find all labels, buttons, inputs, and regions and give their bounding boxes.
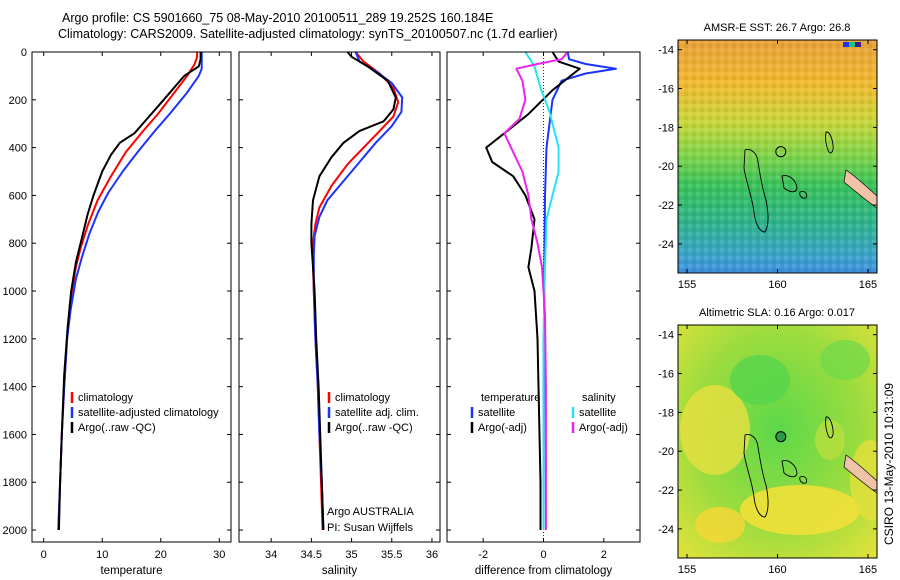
map-x-tick-label: 165 — [859, 279, 877, 291]
map-y-tick-label: -14 — [658, 45, 674, 57]
sst-map-title: AMSR-E SST: 26.7 Argo: 26.8 — [704, 22, 851, 34]
map-y-tick-label: -24 — [658, 524, 674, 536]
x-tick-label: 36 — [426, 549, 438, 561]
map-y-tick-label: -22 — [658, 200, 674, 212]
sst-map-color-scale-patch — [843, 42, 861, 47]
map-y-tick-label: -18 — [658, 407, 674, 419]
series-line-temp-2 — [57, 52, 202, 531]
y-tick-label: 1000 — [3, 286, 27, 298]
sla-map-coast-island — [843, 454, 877, 494]
map-y-tick-label: -16 — [658, 369, 674, 381]
sla-argo-position-marker — [775, 431, 787, 443]
salinity-panel: 34 34.5 35 35.5 36 salinity climatology satelli… — [238, 51, 441, 577]
x-tick-label: 10 — [96, 549, 108, 561]
map-y-tick-label: -20 — [658, 161, 674, 173]
map-y-tick-label: -24 — [658, 239, 674, 251]
sst-map — [677, 39, 878, 274]
argo-country-label: Argo AUSTRALIA — [327, 506, 414, 518]
legend-label: Argo(..raw -QC) — [78, 422, 156, 434]
legend-label: Argo(-adj) — [579, 422, 628, 434]
series-line-diff-0 — [542, 51, 617, 531]
y-tick-label: 2000 — [3, 525, 27, 537]
y-tick-label: 600 — [9, 190, 27, 202]
series-line-sal-0 — [312, 51, 400, 531]
map-x-tick-label: 160 — [768, 564, 786, 576]
legend-label: climatology — [78, 392, 134, 404]
series-line-diff-1 — [485, 51, 581, 530]
x-tick-label: -2 — [478, 549, 488, 561]
map-x-tick-label: 165 — [859, 564, 877, 576]
sst-map-coast-island — [843, 169, 877, 209]
sla-map-anomaly-blobs — [680, 340, 877, 543]
map-y-tick-label: -20 — [658, 446, 674, 458]
legend-label: climatology — [335, 392, 391, 404]
map-y-tick-label: -16 — [658, 84, 674, 96]
legend-label: Argo(..raw -QC) — [335, 422, 413, 434]
series-line-temp-0 — [57, 52, 199, 531]
sla-map-axes: 155 160 165 -14 -16 -18 -20 -22 -24 — [658, 325, 877, 576]
x-tick-label: 34 — [265, 549, 277, 561]
sst-map-land-outline — [743, 131, 834, 233]
map-x-tick-label: 155 — [678, 279, 696, 291]
x-tick-label: 30 — [213, 549, 225, 561]
x-tick-label: 0 — [540, 549, 546, 561]
x-axis-label: salinity — [322, 565, 357, 577]
map-y-tick-label: -14 — [658, 330, 674, 342]
legend-label: satellite adj. clim. — [335, 407, 419, 419]
difference-panel: -2 0 2 difference from climatology temperatu… — [446, 51, 641, 577]
y-tick-label: 400 — [9, 143, 27, 155]
sla-map — [677, 324, 878, 559]
y-tick-label: 200 — [9, 95, 27, 107]
series-line-sal-1 — [312, 51, 404, 531]
y-tick-label: 1200 — [3, 334, 27, 346]
series-line-temp-1 — [57, 52, 203, 531]
y-tick-label: 800 — [9, 238, 27, 250]
legend-title: temperature — [481, 392, 540, 404]
sla-map-title: Altimetric SLA: 0.16 Argo: 0.017 — [699, 307, 855, 319]
temperature-panel: 0 200 400 600 800 1000 1200 1400 1600 1800 2000 0 10… — [3, 47, 232, 577]
series-line-diff-3 — [503, 51, 569, 530]
x-tick-label: 35.5 — [381, 549, 402, 561]
x-tick-label: 20 — [155, 549, 167, 561]
y-tick-label: 0 — [21, 47, 27, 59]
x-tick-label: 35 — [345, 549, 357, 561]
y-tick-label: 1400 — [3, 382, 27, 394]
sst-map-axes: 155 160 165 -14 -16 -18 -20 -22 -24 — [658, 40, 877, 291]
figure-title-line2: Climatology: CARS2009. Satellite-adjuste… — [58, 27, 558, 41]
map-y-tick-label: -22 — [658, 485, 674, 497]
x-axis-label: difference from climatology — [475, 565, 612, 577]
legend-label: Argo(-adj) — [478, 422, 527, 434]
sst-argo-position-marker — [775, 146, 787, 158]
csiro-timestamp: CSIRO 13-May-2010 10:31:09 — [882, 383, 896, 545]
y-tick-label: 1800 — [3, 477, 27, 489]
y-tick-label: 1600 — [3, 429, 27, 441]
map-y-tick-label: -18 — [658, 122, 674, 134]
pi-label: PI: Susan Wijffels — [327, 522, 413, 534]
legend-label: satellite — [478, 407, 515, 419]
x-tick-label: 0 — [41, 549, 47, 561]
x-tick-label: 34.5 — [301, 549, 322, 561]
legend-label: satellite-adjusted climatology — [78, 407, 219, 419]
map-x-tick-label: 155 — [678, 564, 696, 576]
series-line-sal-2 — [310, 51, 397, 531]
series-line-diff-2 — [524, 51, 560, 530]
plot-frame — [238, 51, 441, 543]
figure-title-line1: Argo profile: CS 5901660_75 08-May-2010 … — [62, 11, 493, 25]
plot-frame — [31, 51, 232, 543]
map-x-tick-label: 160 — [768, 279, 786, 291]
x-tick-label: 2 — [601, 549, 607, 561]
sla-map-land-outline — [743, 416, 834, 518]
legend-title: salinity — [582, 392, 616, 404]
legend-label: satellite — [579, 407, 616, 419]
x-axis-label: temperature — [100, 565, 162, 577]
